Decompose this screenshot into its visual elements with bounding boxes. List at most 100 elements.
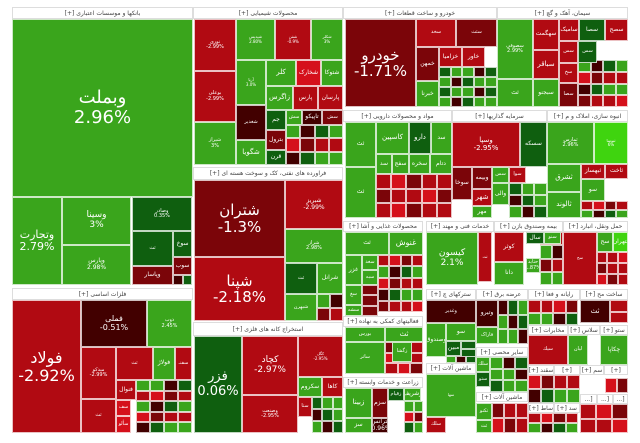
stock-tile-small[interactable]	[610, 311, 628, 323]
stock-tile-small[interactable]	[596, 418, 612, 433]
stock-tile-small[interactable]	[286, 125, 301, 139]
stock-tile-small[interactable]	[490, 380, 503, 392]
stock-tile-small[interactable]	[567, 389, 580, 403]
stock-tile[interactable]: کوثر	[494, 232, 524, 262]
stock-tile-small[interactable]	[411, 266, 423, 278]
stock-tile[interactable]: وپاسار	[132, 266, 173, 285]
stock-tile[interactable]: ساتر	[345, 342, 385, 374]
stock-tile-small[interactable]	[528, 375, 541, 389]
stock-tile-small[interactable]	[389, 289, 401, 301]
stock-tile[interactable]: سد	[376, 154, 392, 174]
stock-tile-small[interactable]	[462, 87, 474, 97]
stock-tile-small[interactable]	[597, 263, 608, 274]
stock-tile-small[interactable]	[400, 289, 412, 301]
stock-tile-small[interactable]	[446, 356, 456, 363]
stock-tile[interactable]: شتوکا	[321, 60, 343, 86]
stock-tile[interactable]: زقیام	[388, 388, 404, 401]
stock-tile[interactable]: سد	[431, 122, 452, 154]
stock-tile[interactable]: چکاپا	[600, 335, 628, 365]
stock-tile-small[interactable]	[540, 413, 553, 423]
stock-tile-small[interactable]	[540, 271, 552, 285]
stock-tile-small[interactable]	[421, 203, 437, 218]
stock-tile-small[interactable]	[518, 314, 528, 330]
stock-tile-small[interactable]	[466, 356, 476, 363]
stock-tile[interactable]: لیان	[568, 335, 588, 365]
stock-tile[interactable]: سش	[286, 110, 302, 125]
stock-tile-small[interactable]	[322, 421, 333, 433]
stock-tile[interactable]: ثبهساز	[581, 164, 605, 179]
stock-tile-small[interactable]	[516, 403, 528, 418]
sector-header[interactable]: انبوه سازی، املاک و م [+]	[547, 110, 628, 122]
stock-tile[interactable]: سلك	[476, 357, 490, 372]
stock-tile-small[interactable]	[389, 266, 401, 278]
stock-tile-small[interactable]	[376, 174, 392, 189]
stock-tile-small[interactable]	[605, 378, 617, 393]
sector-header[interactable]: فلزات اساسی [+]	[12, 288, 193, 300]
stock-tile-small[interactable]	[502, 357, 516, 369]
stock-tile-small[interactable]	[404, 422, 414, 433]
stock-tile-small[interactable]	[462, 67, 474, 77]
stock-tile-small[interactable]	[485, 87, 497, 97]
stock-tile[interactable]: سف	[116, 400, 131, 416]
stock-tile-small[interactable]	[411, 277, 423, 290]
stock-tile[interactable]: شگویا	[236, 140, 266, 165]
stock-tile[interactable]: سغ	[345, 285, 362, 305]
stock-tile[interactable]: سزم	[372, 388, 388, 418]
sector-header[interactable]: بانکها و موسسات اعتباری [+]	[12, 7, 193, 19]
stock-tile[interactable]: سیك	[528, 335, 568, 365]
stock-tile-small[interactable]	[456, 356, 466, 363]
stock-tile-small[interactable]	[617, 274, 628, 285]
sector-header[interactable]: بیمه وصندوق بازن [+]	[494, 221, 563, 232]
stock-tile[interactable]: پارس	[293, 86, 318, 110]
stock-tile-small[interactable]	[473, 87, 486, 97]
sector-header[interactable]: استخراج کانه های فلزی [+]	[193, 322, 343, 336]
stock-tile-small[interactable]	[578, 83, 591, 96]
stock-tile-small[interactable]	[178, 401, 192, 412]
stock-tile-small[interactable]	[378, 277, 390, 290]
stock-tile-small[interactable]	[378, 300, 390, 312]
stock-tile[interactable]: سباقر	[533, 50, 559, 79]
stock-tile-small[interactable]	[406, 203, 422, 218]
stock-tile-small[interactable]	[534, 183, 547, 195]
stock-tile-small[interactable]	[410, 352, 423, 364]
stock-tile[interactable]: دتام	[430, 154, 452, 174]
stock-tile-small[interactable]	[136, 380, 150, 391]
stock-tile[interactable]: سصا	[559, 83, 578, 107]
stock-tile-small[interactable]	[534, 206, 547, 218]
stock-tile-small[interactable]	[317, 307, 330, 321]
sector-header[interactable]: فعالیتهای کمکی به نهاده [+]	[343, 316, 423, 327]
stock-tile-small[interactable]	[565, 423, 578, 433]
stock-tile[interactable]: ثث	[345, 232, 389, 255]
stock-tile-small[interactable]	[314, 125, 329, 139]
stock-tile-small[interactable]	[581, 209, 593, 218]
stock-tile-small[interactable]	[615, 83, 628, 96]
stock-tile-small[interactable]	[553, 300, 566, 313]
stock-tile[interactable]: بترانس-0.96%	[372, 418, 388, 433]
stock-tile[interactable]: شراز 2.98%	[285, 229, 343, 263]
stock-tile-small[interactable]	[485, 77, 497, 87]
stock-tile[interactable]: ثث	[345, 167, 376, 218]
stock-tile[interactable]: سنو	[544, 232, 561, 244]
stock-tile[interactable]: سثث	[456, 19, 497, 47]
stock-tile[interactable]: وصندوق	[426, 323, 446, 357]
stock-tile[interactable]: سفج	[392, 154, 409, 174]
stock-tile[interactable]: ثث	[385, 327, 423, 342]
stock-tile[interactable]: سخ	[559, 63, 578, 83]
stock-tile-small[interactable]	[150, 401, 164, 412]
stock-tile-small[interactable]	[541, 375, 554, 389]
stock-tile[interactable]: زگشا	[392, 342, 412, 362]
sector-header[interactable]: محصولات شیمیایی [+]	[193, 7, 343, 19]
stock-tile-small[interactable]	[450, 67, 463, 77]
stock-tile[interactable]: کاسپین	[376, 122, 409, 154]
stock-tile-small[interactable]	[413, 411, 423, 423]
stock-tile-small[interactable]	[504, 418, 516, 433]
stock-tile[interactable]: خودرو -1.71%	[345, 19, 416, 107]
stock-tile[interactable]: خبرنا	[416, 81, 439, 107]
stock-tile-small[interactable]	[178, 411, 192, 423]
stock-tile[interactable]: تکنو	[476, 403, 492, 420]
stock-tile[interactable]: ستو	[476, 372, 490, 387]
stock-tile-small[interactable]	[498, 314, 508, 330]
sector-header[interactable]: [...	[580, 394, 597, 404]
stock-tile[interactable]: مهر	[472, 206, 492, 218]
sector-header[interactable]: حمل ونقل، انبارد [+]	[563, 221, 628, 232]
